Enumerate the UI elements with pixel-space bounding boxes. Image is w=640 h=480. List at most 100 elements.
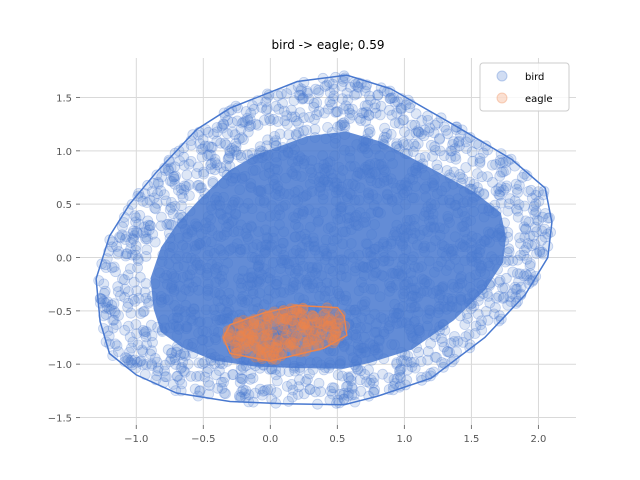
point-bird <box>128 276 140 288</box>
point-bird <box>195 144 207 156</box>
point-bird <box>408 138 420 150</box>
point-bird <box>524 260 536 272</box>
point-bird <box>131 328 143 340</box>
point-bird <box>361 376 372 388</box>
point-bird <box>286 378 298 390</box>
point-bird <box>487 176 498 188</box>
point-bird <box>297 93 309 105</box>
point-bird <box>388 92 400 104</box>
point-bird <box>355 385 367 397</box>
point-bird <box>202 376 214 388</box>
point-bird <box>151 169 163 181</box>
point-bird <box>343 372 355 384</box>
point-bird <box>352 77 364 89</box>
point-eagle <box>262 310 274 322</box>
point-bird <box>464 176 476 188</box>
point-eagle <box>301 324 313 336</box>
point-bird <box>155 185 167 197</box>
point-bird <box>98 278 110 290</box>
point-bird <box>172 184 184 196</box>
point-bird <box>437 361 449 373</box>
point-bird <box>130 216 142 228</box>
point-bird <box>431 352 442 363</box>
point-bird <box>338 387 350 399</box>
point-eagle <box>255 317 266 329</box>
point-bird <box>348 389 360 400</box>
point-bird <box>119 234 131 245</box>
point-eagle <box>316 327 328 339</box>
point-bird <box>140 226 152 238</box>
point-bird <box>524 230 536 242</box>
point-eagle <box>254 344 266 356</box>
legend-label-eagle: eagle <box>525 94 553 105</box>
point-bird <box>268 137 280 149</box>
point-bird <box>203 140 214 152</box>
point-bird <box>434 132 446 144</box>
point-bird <box>203 388 215 400</box>
point-bird <box>489 302 501 314</box>
point-bird <box>448 136 460 148</box>
point-eagle <box>238 325 250 337</box>
point-bird <box>108 261 120 273</box>
point-bird <box>336 370 348 382</box>
point-bird <box>271 375 283 387</box>
point-bird <box>520 215 532 227</box>
point-bird <box>429 119 441 131</box>
point-eagle <box>306 325 318 337</box>
point-bird <box>148 192 160 204</box>
point-bird <box>351 88 363 100</box>
point-bird <box>462 312 474 324</box>
point-bird <box>236 373 248 385</box>
point-bird <box>519 200 530 212</box>
hull-bird <box>95 74 553 406</box>
point-bird <box>385 128 397 140</box>
point-bird <box>309 386 321 398</box>
point-bird <box>222 153 234 165</box>
point-bird <box>257 385 269 397</box>
point-eagle <box>261 319 273 331</box>
point-bird <box>146 360 158 371</box>
point-bird <box>124 263 136 275</box>
point-eagle <box>313 338 325 350</box>
point-bird <box>140 331 152 343</box>
y-tick-label: 1.5 <box>56 93 72 104</box>
point-bird <box>201 366 213 378</box>
point-bird <box>130 362 142 374</box>
point-bird <box>434 133 445 145</box>
point-bird <box>497 166 509 178</box>
point-bird <box>391 107 403 119</box>
y-tick-label: 1.0 <box>56 147 72 158</box>
point-bird <box>404 129 415 141</box>
point-bird <box>500 272 512 284</box>
point-eagle <box>244 347 256 359</box>
point-bird <box>359 100 371 112</box>
point-bird <box>127 227 139 239</box>
point-bird <box>389 117 401 129</box>
point-eagle <box>291 307 303 319</box>
point-bird <box>140 358 152 370</box>
point-bird <box>344 107 356 119</box>
series-eagle-points <box>221 302 351 365</box>
point-bird <box>512 295 523 307</box>
point-bird <box>286 391 298 403</box>
point-bird <box>363 110 375 121</box>
point-bird <box>331 106 343 117</box>
point-eagle <box>258 329 270 341</box>
point-bird <box>476 324 488 336</box>
point-bird <box>334 120 346 131</box>
point-bird <box>199 356 210 368</box>
point-bird <box>395 355 407 367</box>
point-bird <box>308 101 320 113</box>
point-bird <box>172 370 184 382</box>
point-bird <box>192 180 204 192</box>
point-eagle <box>238 338 249 350</box>
point-bird <box>530 189 542 201</box>
point-eagle <box>248 340 260 352</box>
point-bird <box>347 109 358 121</box>
point-bird <box>296 93 308 105</box>
point-eagle <box>332 317 344 329</box>
point-bird <box>530 221 541 233</box>
point-bird <box>441 346 453 358</box>
point-bird <box>509 195 521 207</box>
point-bird <box>211 159 223 171</box>
